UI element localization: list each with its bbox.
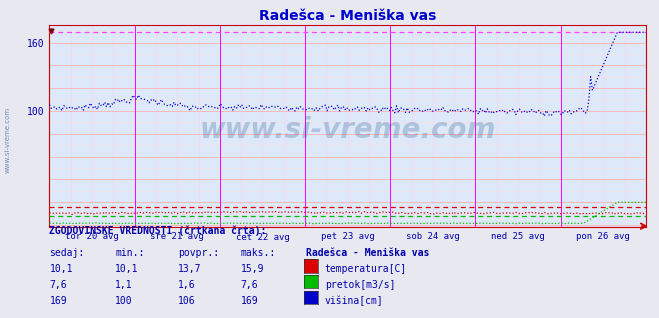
- Text: sedaj:: sedaj:: [49, 248, 84, 258]
- Text: www.si-vreme.com: www.si-vreme.com: [200, 116, 496, 144]
- Text: Radešca - Meniška vas: Radešca - Meniška vas: [306, 248, 430, 258]
- Text: 100: 100: [115, 296, 133, 306]
- Text: min.:: min.:: [115, 248, 145, 258]
- Text: višina[cm]: višina[cm]: [325, 295, 384, 306]
- Text: 10,1: 10,1: [49, 264, 73, 274]
- Text: pretok[m3/s]: pretok[m3/s]: [325, 280, 395, 290]
- Text: maks.:: maks.:: [241, 248, 275, 258]
- Text: 169: 169: [241, 296, 258, 306]
- Text: 7,6: 7,6: [49, 280, 67, 290]
- Text: 15,9: 15,9: [241, 264, 264, 274]
- Text: povpr.:: povpr.:: [178, 248, 219, 258]
- Text: 169: 169: [49, 296, 67, 306]
- Text: 7,6: 7,6: [241, 280, 258, 290]
- Text: 10,1: 10,1: [115, 264, 139, 274]
- Text: www.si-vreme.com: www.si-vreme.com: [5, 107, 11, 173]
- Text: temperatura[C]: temperatura[C]: [325, 264, 407, 274]
- Text: 106: 106: [178, 296, 196, 306]
- Text: 1,6: 1,6: [178, 280, 196, 290]
- Title: Radešca - Meniška vas: Radešca - Meniška vas: [259, 9, 436, 23]
- Text: 13,7: 13,7: [178, 264, 202, 274]
- Text: 1,1: 1,1: [115, 280, 133, 290]
- Text: ZGODOVINSKE VREDNOSTI (črtkana črta):: ZGODOVINSKE VREDNOSTI (črtkana črta):: [49, 225, 267, 236]
